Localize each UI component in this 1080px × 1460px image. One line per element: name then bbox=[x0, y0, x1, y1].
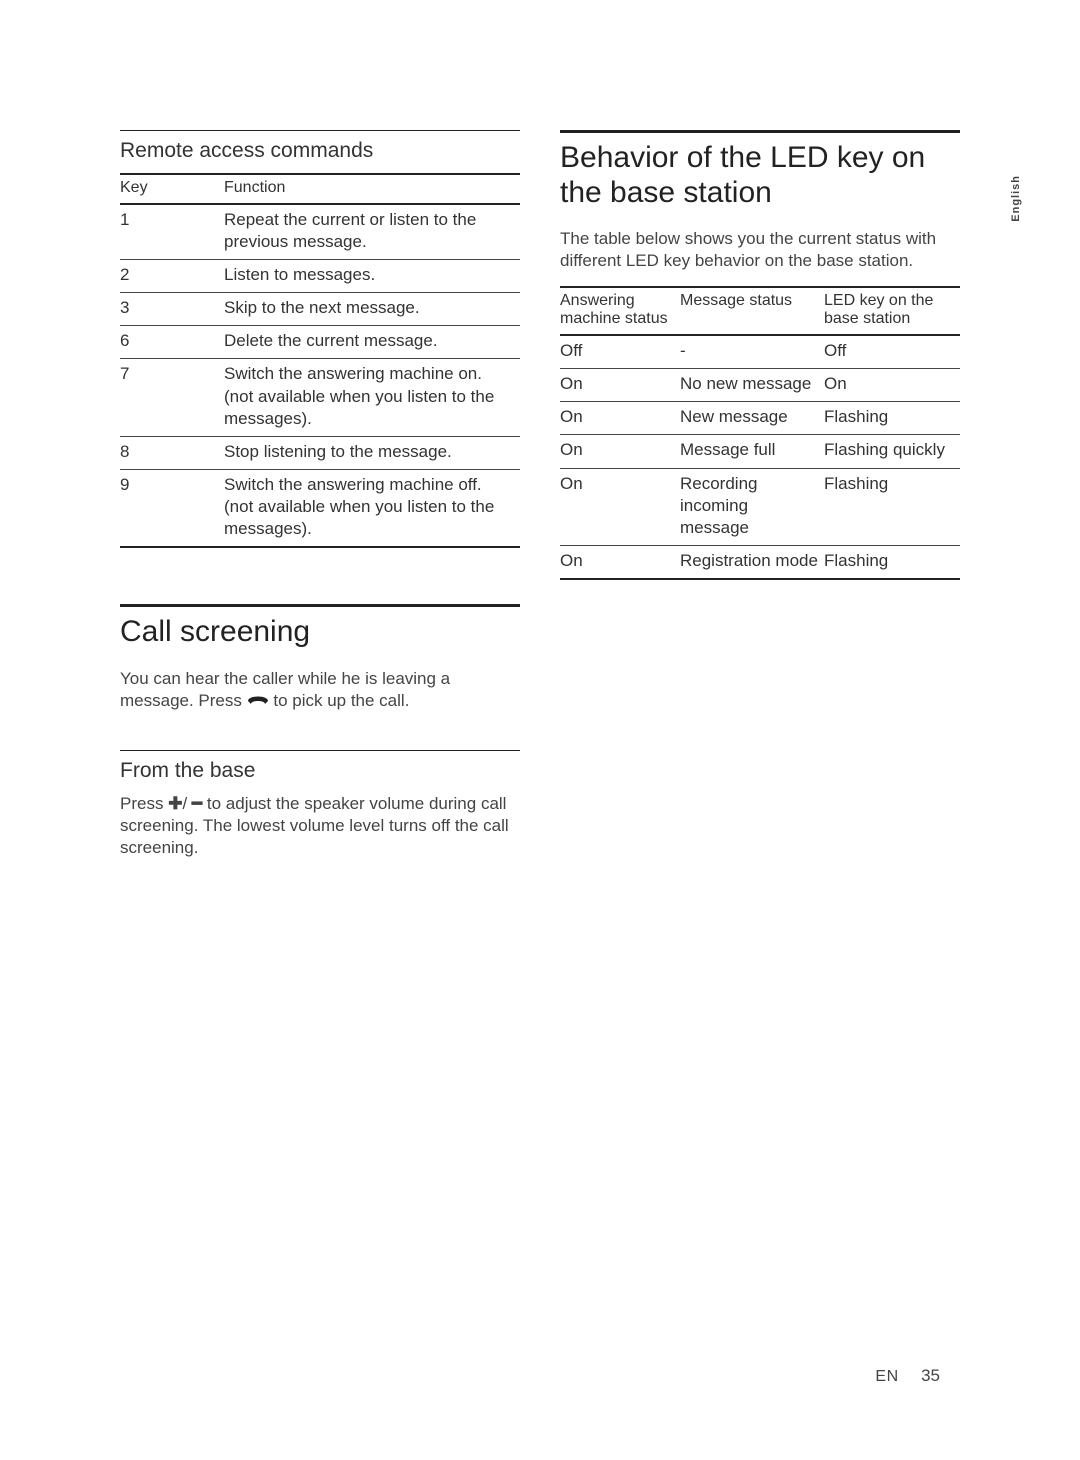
cell-function: Delete the current message. bbox=[224, 326, 520, 359]
cell: On bbox=[560, 545, 680, 579]
slash: / bbox=[182, 794, 187, 813]
language-tab: English bbox=[1010, 175, 1022, 222]
led-intro: The table below shows you the current st… bbox=[560, 228, 960, 272]
cell: Off bbox=[824, 335, 960, 369]
footer-page-number: 35 bbox=[921, 1366, 940, 1385]
table-row: 3Skip to the next message. bbox=[120, 293, 520, 326]
col-key: Key bbox=[120, 174, 224, 204]
cell: On bbox=[560, 369, 680, 402]
call-screening-heading: Call screening bbox=[120, 615, 520, 650]
separator bbox=[120, 750, 520, 751]
cell: Recording incoming message bbox=[680, 468, 824, 545]
cell: Flashing quickly bbox=[824, 435, 960, 468]
cell: On bbox=[560, 435, 680, 468]
cell-function: Repeat the current or listen to the prev… bbox=[224, 204, 520, 260]
table-row: OnRecording incoming messageFlashing bbox=[560, 468, 960, 545]
from-base-body: Press ✚/ ━ to adjust the speaker volume … bbox=[120, 793, 520, 859]
text: Press bbox=[120, 794, 168, 813]
col-function: Function bbox=[224, 174, 520, 204]
from-base-heading: From the base bbox=[120, 759, 520, 783]
cell-key: 6 bbox=[120, 326, 224, 359]
table-row: Off-Off bbox=[560, 335, 960, 369]
right-column: Behavior of the LED key on the base stat… bbox=[560, 130, 960, 874]
table-row: 9Switch the answering machine off. (not … bbox=[120, 469, 520, 547]
cell: On bbox=[560, 402, 680, 435]
cell: No new message bbox=[680, 369, 824, 402]
remote-access-table: Key Function 1Repeat the current or list… bbox=[120, 173, 520, 548]
handset-icon bbox=[247, 690, 269, 712]
separator bbox=[560, 130, 960, 133]
col-led: LED key on the base station bbox=[824, 287, 960, 335]
table-row: 1Repeat the current or listen to the pre… bbox=[120, 204, 520, 260]
cell-function: Stop listening to the message. bbox=[224, 436, 520, 469]
cell-key: 2 bbox=[120, 260, 224, 293]
cell: Registration mode bbox=[680, 545, 824, 579]
table-row: OnMessage fullFlashing quickly bbox=[560, 435, 960, 468]
minus-icon: ━ bbox=[192, 794, 202, 813]
separator bbox=[120, 130, 520, 131]
cell: Flashing bbox=[824, 468, 960, 545]
left-column: Remote access commands Key Function 1Rep… bbox=[120, 130, 520, 874]
remote-access-heading: Remote access commands bbox=[120, 139, 520, 163]
cell: - bbox=[680, 335, 824, 369]
cell-key: 8 bbox=[120, 436, 224, 469]
table-row: OnNew messageFlashing bbox=[560, 402, 960, 435]
footer-lang: EN bbox=[875, 1368, 898, 1385]
cell-key: 7 bbox=[120, 359, 224, 436]
cell: New message bbox=[680, 402, 824, 435]
led-table: Answering machine status Message status … bbox=[560, 286, 960, 580]
table-row: OnRegistration modeFlashing bbox=[560, 545, 960, 579]
table-row: 8Stop listening to the message. bbox=[120, 436, 520, 469]
table-row: 7Switch the answering machine on. (not a… bbox=[120, 359, 520, 436]
table-row: 6Delete the current message. bbox=[120, 326, 520, 359]
table-row: OnNo new messageOn bbox=[560, 369, 960, 402]
cell: On bbox=[824, 369, 960, 402]
cell: Flashing bbox=[824, 402, 960, 435]
col-msg: Message status bbox=[680, 287, 824, 335]
cell-key: 9 bbox=[120, 469, 224, 547]
cell-key: 1 bbox=[120, 204, 224, 260]
led-heading: Behavior of the LED key on the base stat… bbox=[560, 141, 960, 210]
table-row: 2Listen to messages. bbox=[120, 260, 520, 293]
cell-function: Switch the answering machine on. (not av… bbox=[224, 359, 520, 436]
cell-function: Listen to messages. bbox=[224, 260, 520, 293]
cell: Off bbox=[560, 335, 680, 369]
cell-function: Skip to the next message. bbox=[224, 293, 520, 326]
cell: Flashing bbox=[824, 545, 960, 579]
plus-icon: ✚ bbox=[168, 794, 182, 813]
call-screening-intro: You can hear the caller while he is leav… bbox=[120, 668, 520, 713]
separator bbox=[120, 604, 520, 607]
page-footer: EN 35 bbox=[875, 1366, 940, 1386]
col-ams: Answering machine status bbox=[560, 287, 680, 335]
page-content: Remote access commands Key Function 1Rep… bbox=[0, 0, 1080, 874]
cell-function: Switch the answering machine off. (not a… bbox=[224, 469, 520, 547]
cell-key: 3 bbox=[120, 293, 224, 326]
cell: On bbox=[560, 468, 680, 545]
cell: Message full bbox=[680, 435, 824, 468]
text: to pick up the call. bbox=[273, 691, 409, 710]
